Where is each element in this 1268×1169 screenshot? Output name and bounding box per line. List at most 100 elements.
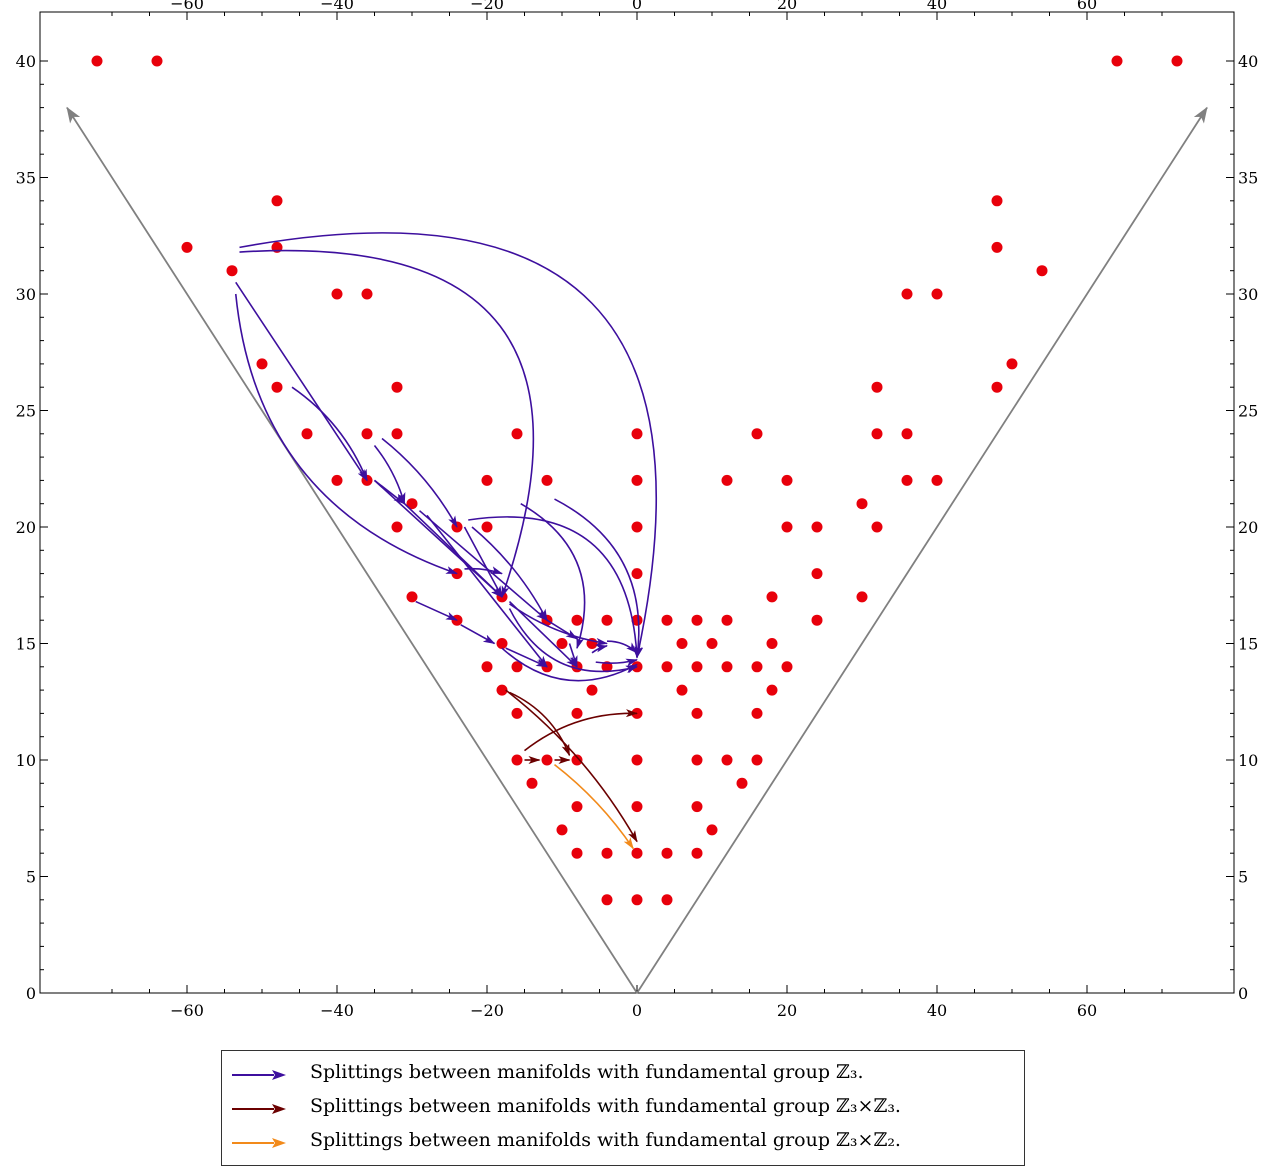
data-point: [691, 707, 703, 719]
data-point: [931, 474, 943, 486]
y-tick-label-left: 15: [16, 635, 36, 654]
y-tick-label-left: 10: [16, 751, 36, 770]
x-tick-label-top: 20: [777, 0, 797, 13]
x-tick-label-bottom: 20: [777, 1001, 797, 1020]
data-point: [361, 288, 373, 300]
data-point: [781, 474, 793, 486]
data-point: [571, 801, 583, 813]
legend-item-z3xz3: Splittings between manifolds with fundam…: [222, 1093, 1024, 1125]
y-tick-label-right: 25: [1238, 402, 1258, 421]
splitting-arrow-z3: [463, 526, 503, 598]
data-point: [511, 661, 523, 673]
splitting-arrow-z3: [520, 503, 586, 650]
data-point: [901, 428, 913, 440]
data-point: [1006, 358, 1018, 370]
splitting-arrow-z3: [418, 510, 548, 621]
splitting-arrow-z3: [373, 444, 406, 505]
data-point: [541, 754, 553, 766]
splitting-arrow-z3: [415, 600, 458, 621]
splitting-arrow-z3xz2: [554, 764, 634, 850]
splitting-arrow-z3: [568, 643, 578, 668]
data-point: [661, 614, 673, 626]
y-tick-label-left: 35: [16, 169, 36, 188]
y-tick-label-left: 5: [26, 868, 36, 887]
data-point: [271, 195, 283, 207]
data-point: [856, 498, 868, 510]
legend-swatch-z3xz3: [232, 1104, 286, 1114]
data-point: [661, 847, 673, 859]
data-point: [91, 55, 103, 67]
data-point: [571, 847, 583, 859]
data-point: [631, 474, 643, 486]
splitting-arrow-z3: [546, 619, 578, 640]
axis-ticks: −60 −60 −40 −40 −20 −20 0 0 20 20 40 40 60 60 0 0 5 5 10 10…: [16, 0, 1259, 1020]
data-point: [481, 521, 493, 533]
data-point: [691, 801, 703, 813]
data-point: [766, 638, 778, 649]
plot-frame: [39, 11, 1235, 994]
x-tick-label-top: 60: [1077, 0, 1097, 13]
data-point: [271, 381, 283, 393]
data-point: [496, 638, 508, 649]
data-point: [511, 428, 523, 440]
data-point: [541, 474, 553, 486]
x-tick-label-bottom: −20: [470, 1001, 504, 1020]
data-point: [736, 777, 748, 789]
data-point: [1036, 265, 1048, 277]
data-point: [511, 707, 523, 719]
y-tick-label-right: 30: [1238, 285, 1258, 304]
splitting-arrow-z3: [468, 516, 641, 659]
data-point: [571, 614, 583, 626]
data-point: [586, 684, 598, 696]
x-tick-label-bottom: −60: [170, 1001, 204, 1020]
data-point: [361, 428, 373, 440]
data-point: [481, 661, 493, 673]
y-tick-label-right: 20: [1238, 518, 1258, 537]
data-point: [676, 638, 688, 649]
data-point: [901, 474, 913, 486]
splitting-arrow-z3: [403, 503, 503, 598]
splitting-arrow-z3: [239, 232, 657, 659]
data-point: [751, 754, 763, 766]
data-point: [751, 707, 763, 719]
splitting-arrow-z3: [381, 437, 458, 528]
legend-swatch-z3: [232, 1070, 286, 1080]
data-point: [706, 824, 718, 836]
data-point: [766, 684, 778, 696]
splitting-arrow-z3: [471, 526, 548, 622]
data-point: [631, 754, 643, 766]
data-point: [631, 801, 643, 813]
data-point: [751, 661, 763, 673]
y-tick-label-left: 0: [26, 984, 36, 1003]
data-point: [631, 428, 643, 440]
splitting-arrow-z3: [464, 566, 503, 575]
data-point: [391, 381, 403, 393]
y-tick-label-right: 0: [1238, 984, 1248, 1003]
data-point: [481, 474, 493, 486]
data-point: [661, 661, 673, 673]
data-point: [631, 521, 643, 533]
legend-label-z3xz2: Splittings between manifolds with fundam…: [310, 1129, 901, 1151]
data-point: [406, 591, 418, 603]
data-point: [556, 824, 568, 836]
splitting-arrow-z3xz3: [505, 689, 638, 843]
x-tick-label-top: −60: [170, 0, 204, 13]
y-tick-label-left: 20: [16, 518, 36, 537]
data-point: [871, 521, 883, 533]
data-point: [331, 288, 343, 300]
data-points: [91, 55, 1183, 906]
data-point: [871, 428, 883, 440]
data-point: [601, 614, 613, 626]
splitting-arrow-z3: [508, 600, 578, 668]
x-tick-label-bottom: −40: [320, 1001, 354, 1020]
data-point: [151, 55, 163, 67]
cone-arrow: [636, 106, 1208, 994]
y-tick-label-right: 10: [1238, 751, 1258, 770]
data-point: [721, 474, 733, 486]
splitting-arrow-z3: [509, 603, 608, 646]
data-point: [496, 684, 508, 696]
data-point: [991, 241, 1003, 253]
splitting-arrow-z3: [426, 514, 548, 668]
splitting-arrow-z3: [239, 249, 535, 598]
x-tick-label-bottom: 0: [632, 1001, 642, 1020]
